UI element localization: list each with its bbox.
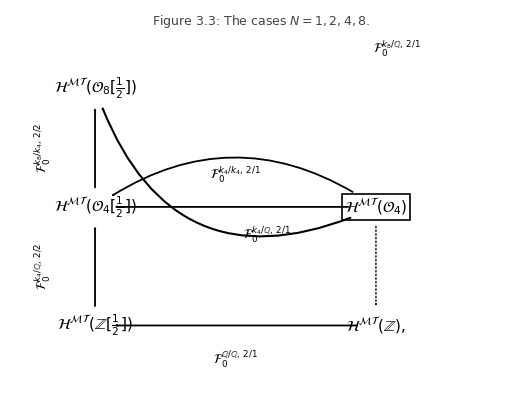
Text: $\mathcal{F}_0^{k_4/\mathbb{Q},\, 2/2}$: $\mathcal{F}_0^{k_4/\mathbb{Q},\, 2/2}$ (33, 242, 53, 290)
Text: $\mathcal{H}^{\mathcal{MT}}(\mathbb{Z}[\frac{1}{2}])$: $\mathcal{H}^{\mathcal{MT}}(\mathbb{Z}[\… (57, 313, 133, 338)
Text: $\mathcal{F}_0^{k_4/\mathbb{Q},\, 2/1}$: $\mathcal{F}_0^{k_4/\mathbb{Q},\, 2/1}$ (243, 224, 291, 245)
FancyArrowPatch shape (113, 158, 353, 195)
Text: $\mathcal{F}_0^{\mathbb{Q}/\mathbb{Q},\, 2/1}$: $\mathcal{F}_0^{\mathbb{Q}/\mathbb{Q},\,… (213, 349, 258, 370)
Text: Figure 3.3: The cases $N=1,2,4,8$.: Figure 3.3: The cases $N=1,2,4,8$. (152, 13, 371, 30)
Text: $\mathcal{H}^{\mathcal{MT}}(\mathbb{Z}),$: $\mathcal{H}^{\mathcal{MT}}(\mathbb{Z}),… (346, 316, 406, 336)
Text: $\mathcal{F}_0^{k_4/k_4,\, 2/1}$: $\mathcal{F}_0^{k_4/k_4,\, 2/1}$ (210, 165, 261, 185)
Text: $\mathcal{F}_0^{k_8/\mathbb{Q},\, 2/1}$: $\mathcal{F}_0^{k_8/\mathbb{Q},\, 2/1}$ (373, 39, 420, 59)
FancyArrowPatch shape (117, 325, 357, 326)
FancyArrowPatch shape (103, 109, 350, 236)
Text: $\mathcal{H}^{\mathcal{MT}}(\mathcal{O}_8[\frac{1}{2}])$: $\mathcal{H}^{\mathcal{MT}}(\mathcal{O}_… (53, 76, 137, 101)
Text: $\mathcal{H}^{\mathcal{MT}}(\mathcal{O}_4)$: $\mathcal{H}^{\mathcal{MT}}(\mathcal{O}_… (345, 197, 407, 217)
Text: $\mathcal{H}^{\mathcal{MT}}(\mathcal{O}_4[\frac{1}{2}])$: $\mathcal{H}^{\mathcal{MT}}(\mathcal{O}_… (53, 194, 137, 220)
Text: $\mathcal{F}_0^{k_8/k_4,\, 2/2}$: $\mathcal{F}_0^{k_8/k_4,\, 2/2}$ (33, 123, 53, 173)
